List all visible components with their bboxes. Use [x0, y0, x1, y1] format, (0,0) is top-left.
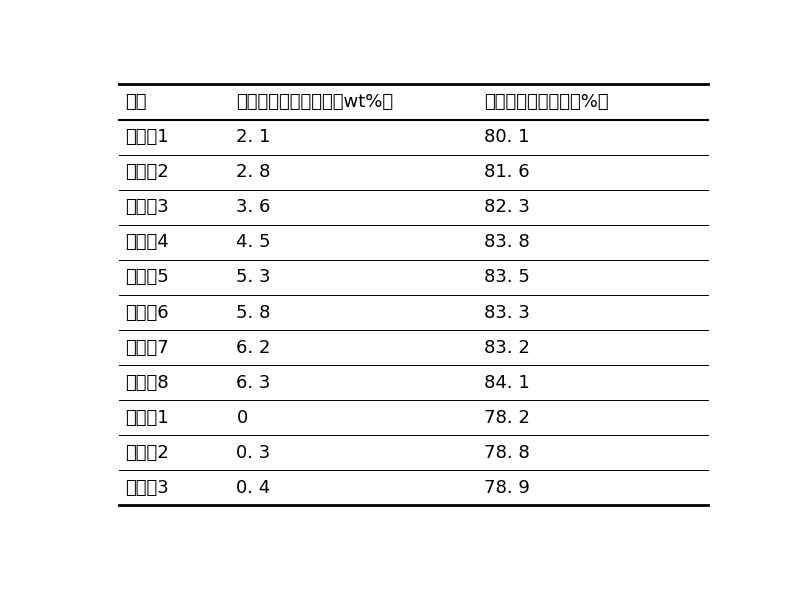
Text: 实施例4: 实施例4 — [125, 233, 169, 251]
Text: 实施例6: 实施例6 — [125, 303, 169, 322]
Text: 84. 1: 84. 1 — [485, 373, 530, 392]
Text: 2. 1: 2. 1 — [237, 128, 270, 146]
Text: 81. 6: 81. 6 — [485, 163, 530, 181]
Text: 2. 8: 2. 8 — [237, 163, 270, 181]
Text: 82. 3: 82. 3 — [485, 198, 530, 217]
Text: 处理后催化剂含炭量（wt%）: 处理后催化剂含炭量（wt%） — [237, 93, 394, 111]
Text: 3. 6: 3. 6 — [237, 198, 270, 217]
Text: 83. 8: 83. 8 — [485, 233, 530, 251]
Text: 实施例2: 实施例2 — [125, 163, 169, 181]
Text: 6. 3: 6. 3 — [237, 373, 270, 392]
Text: 5. 8: 5. 8 — [237, 303, 270, 322]
Text: 实施例1: 实施例1 — [125, 128, 169, 146]
Text: 78. 2: 78. 2 — [485, 409, 530, 427]
Text: 0. 3: 0. 3 — [237, 444, 270, 462]
Text: 0. 4: 0. 4 — [237, 479, 270, 497]
Text: 对比例2: 对比例2 — [125, 444, 169, 462]
Text: 6. 2: 6. 2 — [237, 339, 270, 356]
Text: 4. 5: 4. 5 — [237, 233, 271, 251]
Text: 实施例5: 实施例5 — [125, 268, 169, 286]
Text: 实施例7: 实施例7 — [125, 339, 169, 356]
Text: 80. 1: 80. 1 — [485, 128, 530, 146]
Text: 对比例3: 对比例3 — [125, 479, 169, 497]
Text: 烃类中双烯选择性（%）: 烃类中双烯选择性（%） — [485, 93, 609, 111]
Text: 实施例8: 实施例8 — [125, 373, 169, 392]
Text: 78. 9: 78. 9 — [485, 479, 530, 497]
Text: 83. 5: 83. 5 — [485, 268, 530, 286]
Text: 78. 8: 78. 8 — [485, 444, 530, 462]
Text: 实施例3: 实施例3 — [125, 198, 169, 217]
Text: 83. 2: 83. 2 — [485, 339, 530, 356]
Text: 83. 3: 83. 3 — [485, 303, 530, 322]
Text: 对比例1: 对比例1 — [125, 409, 169, 427]
Text: 0: 0 — [237, 409, 248, 427]
Text: 序号: 序号 — [125, 93, 146, 111]
Text: 5. 3: 5. 3 — [237, 268, 271, 286]
